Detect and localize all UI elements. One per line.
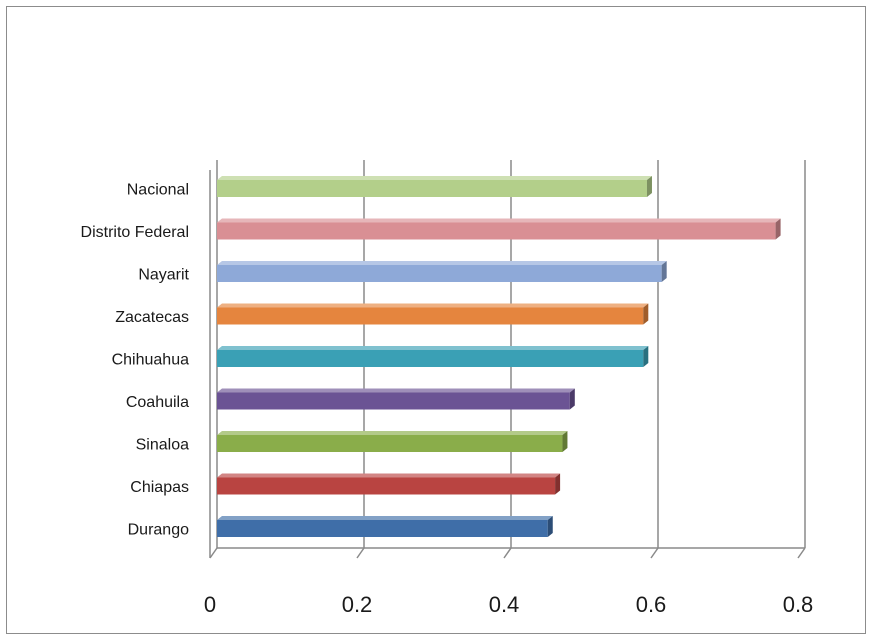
bar-distrito-federal <box>217 218 781 240</box>
gridline-floor-0-8 <box>797 547 806 559</box>
bar-nacional <box>217 176 652 197</box>
category-label-chihuahua: Chihuahua <box>112 352 190 369</box>
gridline-floor-0 <box>209 547 218 559</box>
category-label-coahuila: Coahuila <box>126 394 189 411</box>
category-label-durango: Durango <box>128 522 189 539</box>
x-tick-label-0-6: 0.6 <box>636 592 667 617</box>
category-label-nayarit: Nayarit <box>138 267 189 284</box>
chart-category-labels: Nacional Distrito Federal Nayarit Zacatecas… <box>81 182 190 539</box>
bar-chiapas <box>217 473 561 495</box>
x-tick-label-0: 0 <box>204 592 216 617</box>
category-label-chiapas: Chiapas <box>130 479 189 496</box>
bar-zacatecas <box>217 303 649 325</box>
bar-coahuila <box>217 388 575 410</box>
x-tick-label-0-8: 0.8 <box>783 592 814 617</box>
bar-durango <box>217 516 553 537</box>
gridline-floor-0-2 <box>356 547 365 559</box>
category-label-sinaloa: Sinaloa <box>136 437 189 454</box>
x-tick-label-0-2: 0.2 <box>342 592 373 617</box>
category-label-nacional: Nacional <box>127 182 189 199</box>
bar-nayarit <box>217 261 667 282</box>
category-label-zacatecas: Zacatecas <box>115 309 189 326</box>
x-tick-label-0-4: 0.4 <box>489 592 520 617</box>
bar-chihuahua <box>217 346 649 367</box>
bar-sinaloa <box>217 431 568 452</box>
chart-x-axis-ticks: 0 0.2 0.4 0.6 0.8 <box>204 592 813 617</box>
chart-bars <box>217 176 781 537</box>
gridline-floor-0-6 <box>650 547 659 559</box>
gridline-floor-0-4 <box>503 547 512 559</box>
category-label-distrito-federal: Distrito Federal <box>81 224 189 241</box>
